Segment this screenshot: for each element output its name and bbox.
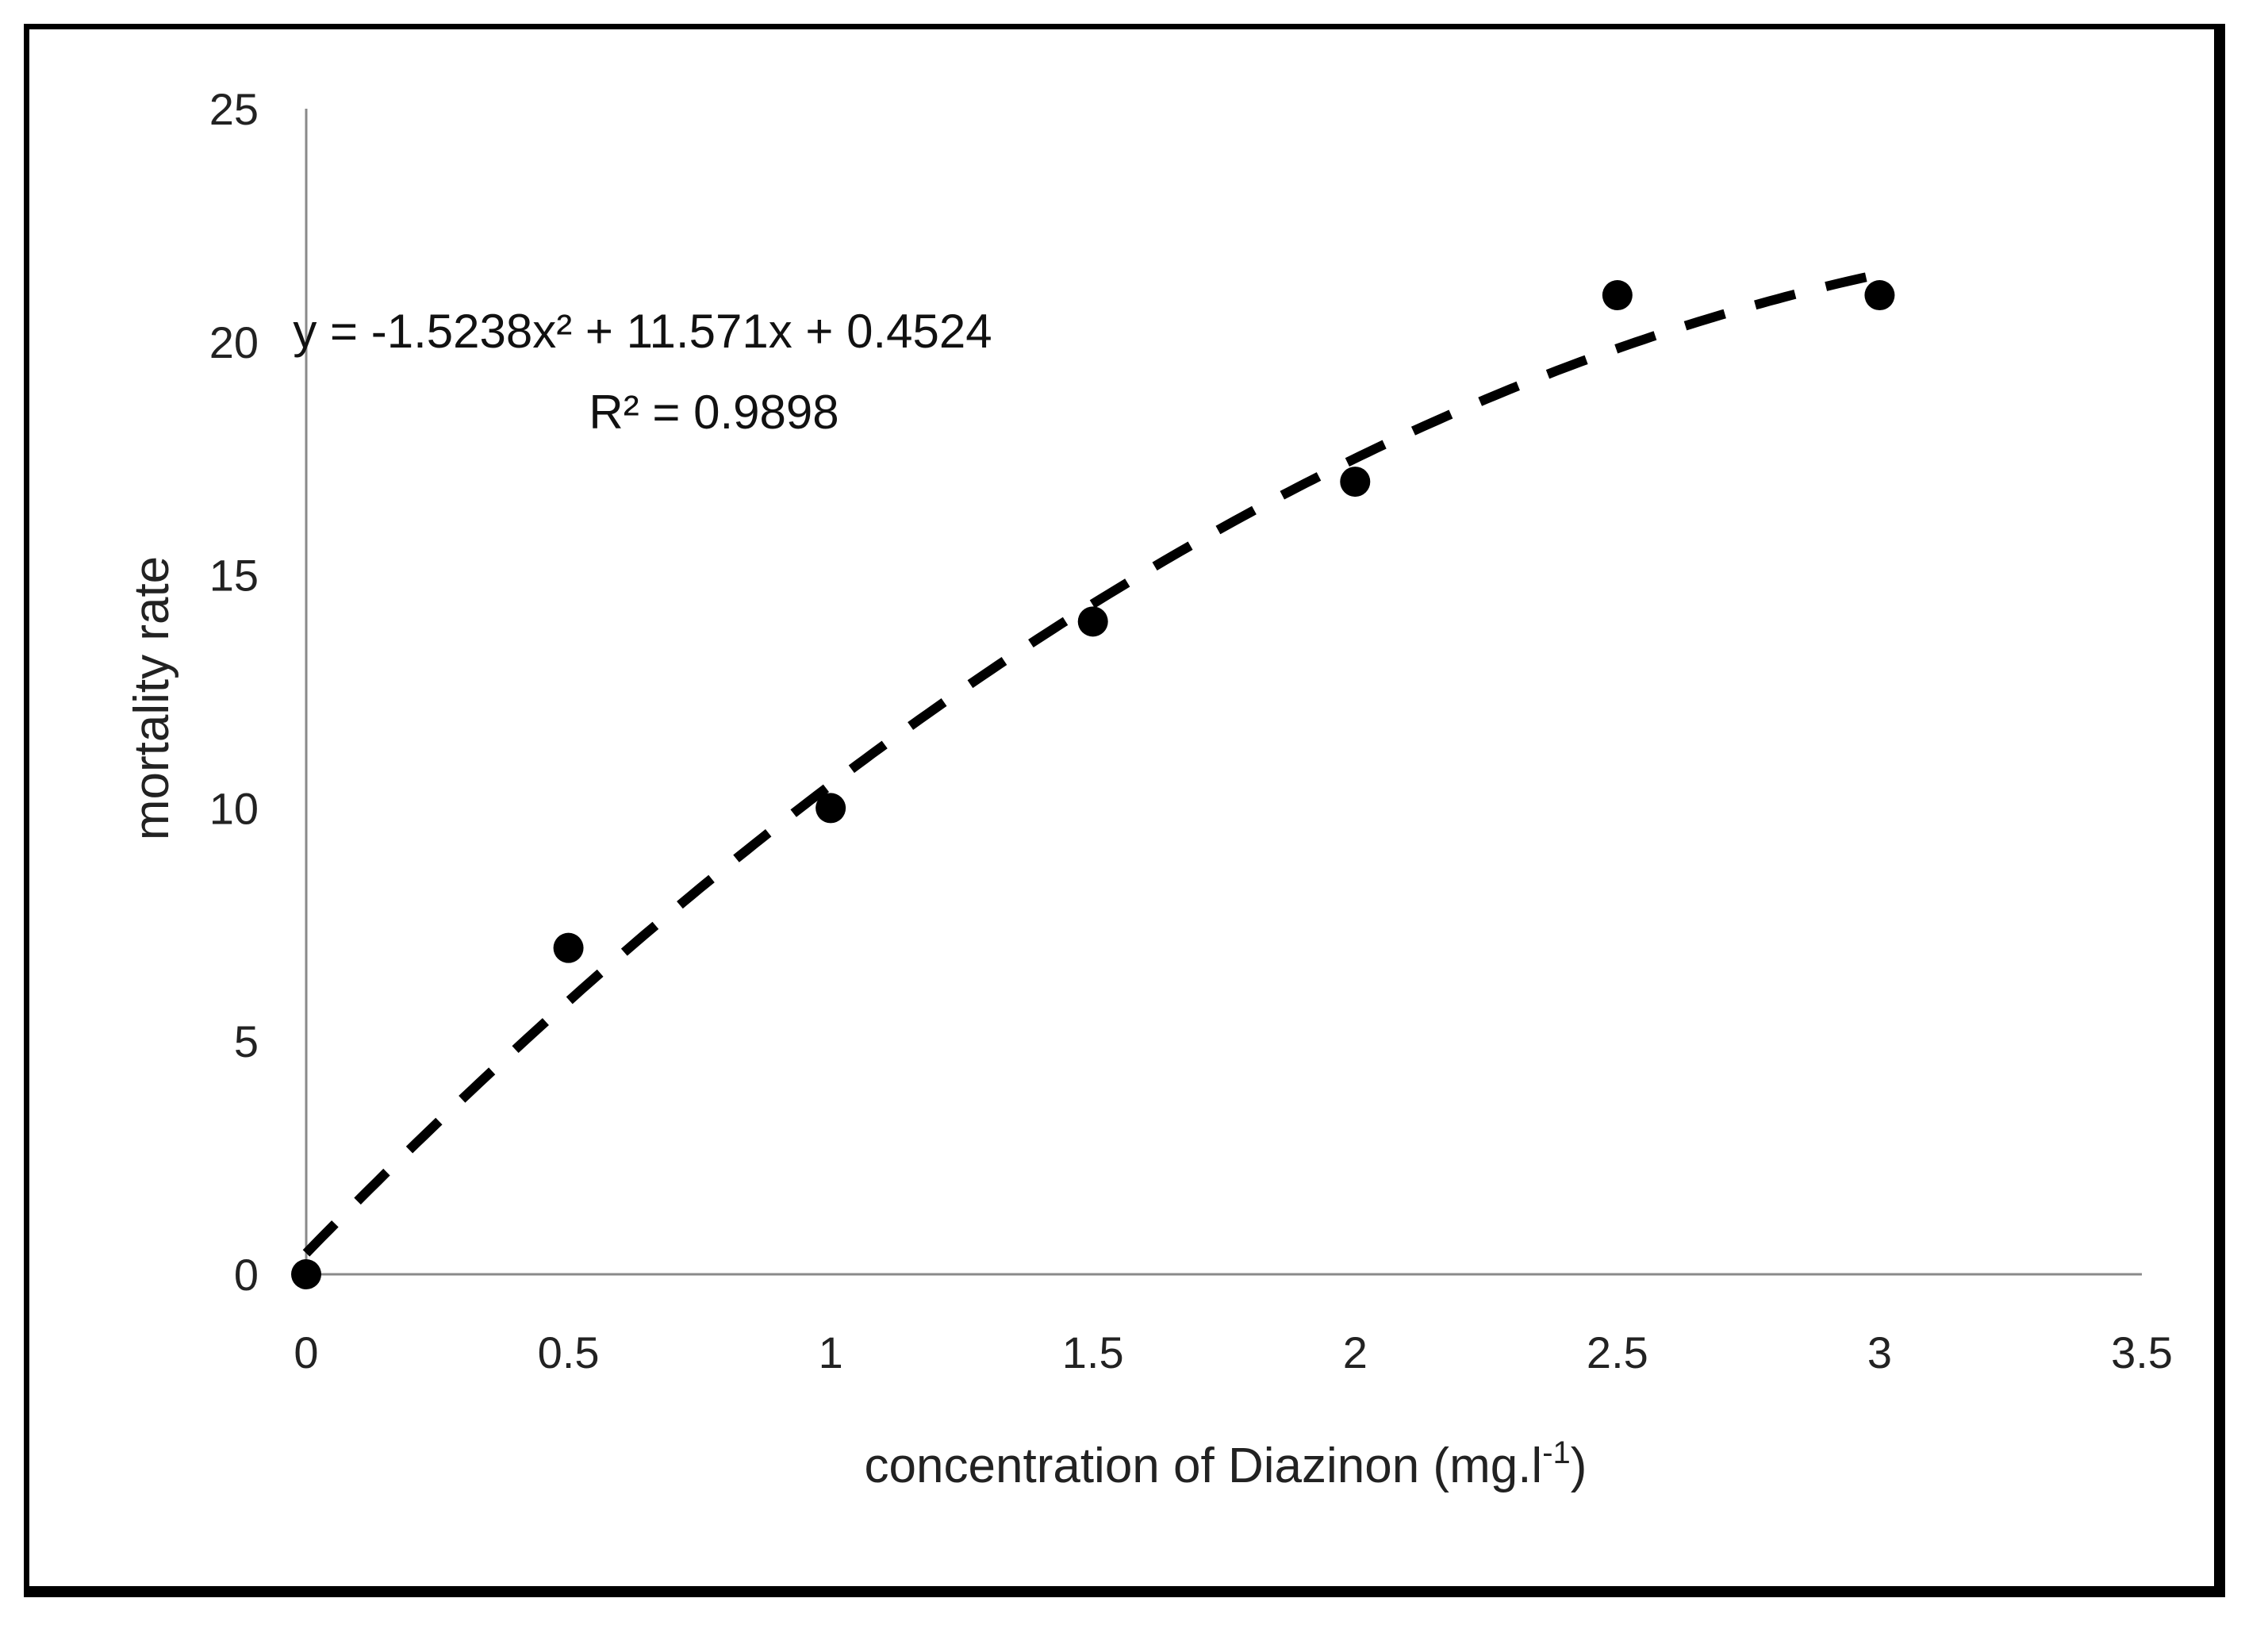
data-point [815,793,846,824]
x-axis-title-main: concentration of Diazinon (mg.l [865,1439,1543,1493]
x-tick-label: 2.5 [1587,1327,1648,1377]
data-point [1077,606,1108,637]
axes [305,109,2142,1276]
x-tick-label: 0 [294,1327,318,1377]
data-point [1340,467,1371,497]
data-point [1602,280,1633,311]
data-point [553,932,584,963]
x-tick-label: 2 [1343,1327,1368,1377]
x-tick-label: 1 [819,1327,843,1377]
trendline-path [302,269,1881,1257]
y-tick-label: 20 [209,317,259,367]
x-tick-label: 1.5 [1062,1327,1124,1377]
trendline-r-squared: R² = 0.9898 [589,386,839,439]
tick-labels: 0 0.5 1 1.5 2 2.5 3 3.5 0 5 10 15 20 25 [209,84,2173,1377]
data-point [291,1259,321,1289]
trendline-equation: y = -1.5238x² + 11.571x + 0.4524 [293,305,992,358]
y-tick-label: 10 [209,783,259,833]
data-point [1864,280,1895,311]
x-tick-label: 3.5 [2111,1327,2173,1377]
y-tick-label: 25 [209,84,259,134]
x-axis-title-suffix: ) [1571,1439,1587,1493]
trendline [302,269,1881,1257]
y-axis-title: mortality rate [125,556,179,840]
x-axis-title: concentration of Diazinon (mg.l-1) [865,1435,1587,1493]
chart-frame [24,24,2225,1597]
x-tick-label: 3 [1867,1327,1892,1377]
x-tick-label: 0.5 [538,1327,600,1377]
x-axis-title-superscript: -1 [1542,1435,1571,1470]
data-points [291,280,1895,1289]
y-tick-label: 0 [234,1250,259,1300]
y-tick-label: 15 [209,551,259,601]
y-tick-label: 5 [234,1016,259,1066]
